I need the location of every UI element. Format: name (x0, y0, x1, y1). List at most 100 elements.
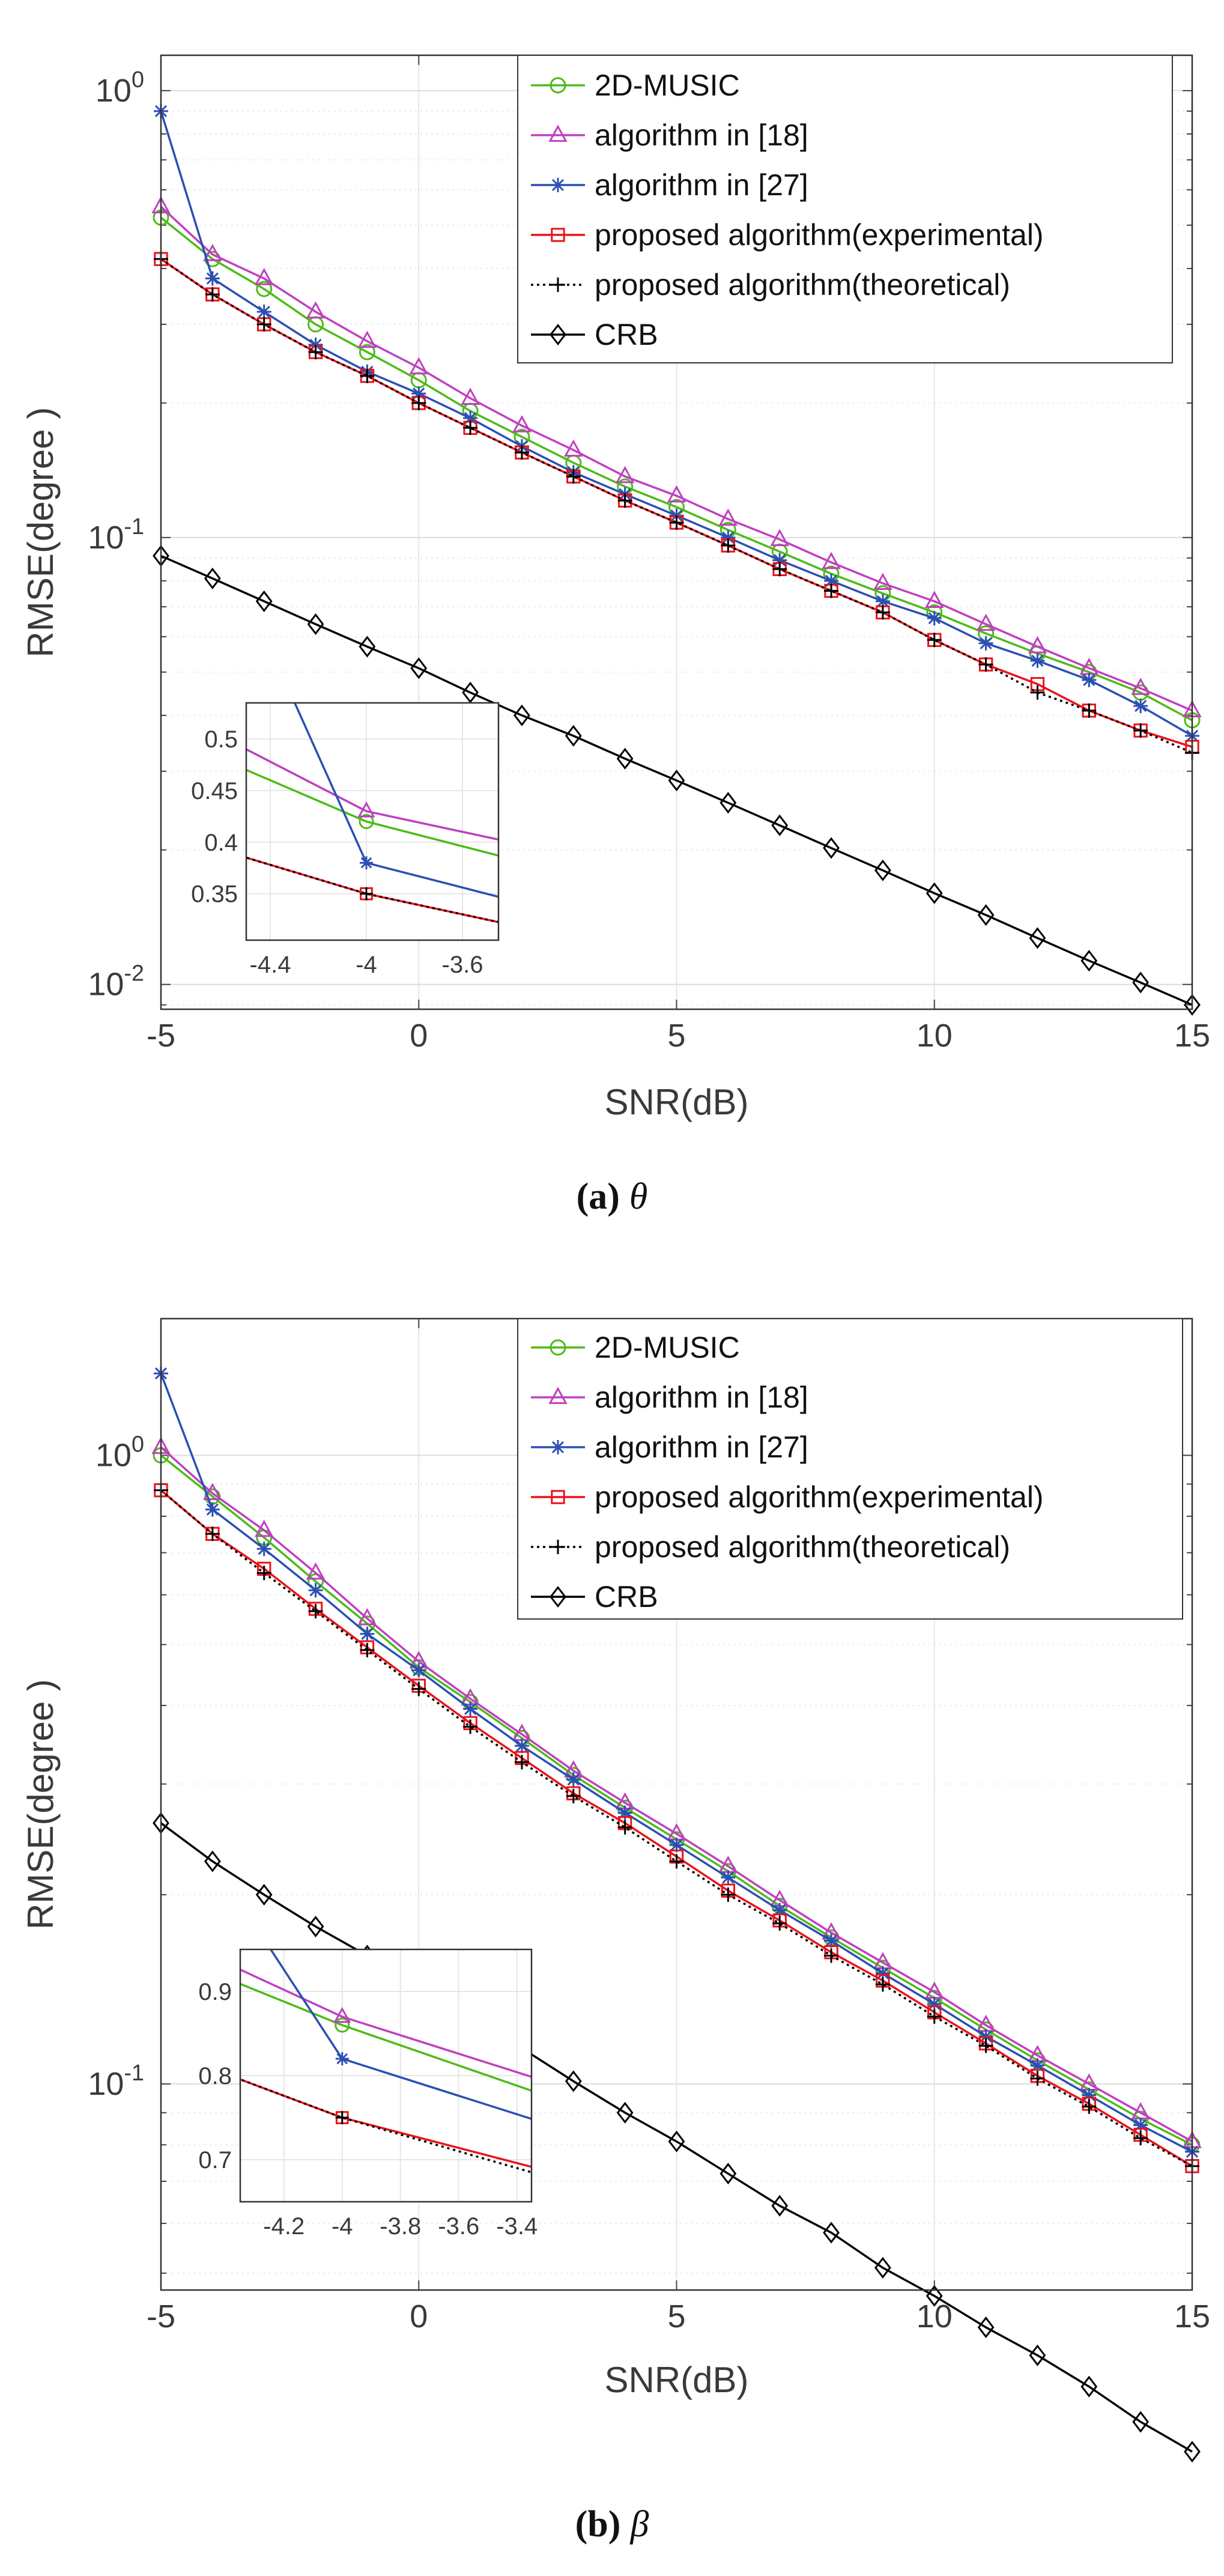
legend-label: proposed algorithm(experimental) (595, 218, 1044, 252)
data-point (772, 1916, 787, 1931)
data-point (1028, 636, 1047, 654)
data-point (256, 1566, 271, 1581)
series-line (160, 1489, 1193, 2167)
data-point (669, 515, 684, 530)
captions: (a) θ (b) β (575, 1176, 649, 2545)
data-point (357, 1608, 377, 1626)
legend-marker (551, 178, 565, 192)
data-point (256, 1542, 271, 1557)
legend-marker (550, 1585, 566, 1608)
inset-series-algorithm-in-18 (246, 748, 498, 841)
caption-a-symbol: θ (629, 1176, 647, 1217)
data-point (978, 636, 993, 651)
legend-item-2d-music: 2D-MUSIC (531, 1331, 740, 1364)
data-point (308, 345, 323, 360)
data-point (1082, 2088, 1097, 2103)
caption-b: (b) β (575, 2504, 649, 2545)
data-point (566, 1788, 581, 1803)
inset-series-proposed-algorithm-theoretical (240, 2078, 532, 2174)
x-tick-label: 0 (410, 1018, 428, 1054)
x-tick-label: 15 (1174, 2298, 1210, 2334)
x-tick-label: -5 (147, 1018, 175, 1054)
inset-x-tick-label: -3.4 (496, 2213, 538, 2240)
data-point (410, 657, 428, 679)
x-tick-label: 15 (1174, 1018, 1210, 1054)
inset-data-point (335, 2017, 350, 2033)
legend-item-algorithm-in-18: algorithm in [18] (531, 1381, 808, 1414)
data-point (615, 466, 635, 484)
x-tick-label: 5 (667, 1018, 685, 1054)
legend: 2D-MUSIC algorithm in [18] algorithm in [2… (517, 1318, 1183, 1620)
data-point (254, 1519, 274, 1537)
data-point (463, 1701, 478, 1716)
data-point (824, 583, 839, 598)
legend-box (517, 55, 1173, 363)
legend-marker (550, 1339, 566, 1356)
series-line (160, 216, 1193, 721)
legend-marker (550, 323, 566, 346)
data-point (204, 1850, 221, 1873)
legend-marker (551, 1440, 565, 1454)
data-point (925, 591, 944, 609)
inset-y-tick-label: 0.7 (198, 2147, 232, 2174)
x-axis-label: SNR(dB) (604, 1082, 748, 1122)
data-point (616, 2101, 634, 2124)
legend-marker (551, 278, 565, 292)
data-point (359, 344, 375, 360)
inset-x-tick-label: -4 (356, 952, 377, 978)
data-point (203, 244, 222, 261)
legend-box (517, 1318, 1183, 1620)
y-tick-label: 10-1 (88, 514, 144, 556)
data-point (617, 1820, 632, 1835)
data-point (1030, 2071, 1045, 2086)
inset-zoom: -4.2 -4 -3.8 -3.6 -3.4 0.7 0.8 0.9 (198, 1948, 538, 2240)
data-point (360, 1626, 375, 1641)
data-point (927, 1996, 942, 2011)
data-point (514, 704, 530, 726)
data-point (565, 2070, 582, 2092)
data-point (824, 573, 839, 588)
data-point (822, 551, 841, 570)
data-point (772, 562, 787, 577)
data-point (514, 1739, 529, 1754)
inset-series (240, 1949, 532, 2174)
data-point (669, 1854, 684, 1869)
data-point (927, 633, 942, 648)
legend-item-algorithm-in-27: algorithm in [27] (531, 168, 808, 202)
data-point (926, 2285, 943, 2307)
legend-label: 2D-MUSIC (595, 68, 740, 102)
inset-x-tick-label: -4.2 (263, 2213, 304, 2240)
series-line (160, 1822, 1193, 2453)
data-point (1030, 2058, 1045, 2073)
caption-a-label: (a) (577, 1176, 620, 1217)
data-point (1029, 2344, 1046, 2366)
data-point (721, 530, 736, 545)
data-point (667, 485, 686, 503)
x-tick-label: 10 (916, 1018, 953, 1054)
series-group (151, 103, 1202, 1016)
data-point (308, 337, 323, 352)
data-point (771, 2195, 789, 2217)
legend-item-proposed-algorithm-experimental: proposed algorithm(experimental) (531, 1480, 1044, 1514)
data-point (668, 2130, 685, 2152)
inset-frame (245, 702, 500, 941)
legend-marker (551, 1490, 565, 1504)
data-point (823, 2222, 840, 2244)
series-proposed-algorithm-theoretical (154, 1483, 1199, 2174)
data-point (771, 814, 789, 836)
x-tick-label: 0 (410, 2298, 428, 2334)
data-point (307, 1915, 324, 1937)
data-point (255, 590, 273, 612)
data-point (463, 1719, 478, 1734)
data-point (205, 271, 220, 286)
data-point (205, 1526, 220, 1542)
data-point (978, 657, 993, 672)
legend-marker (548, 124, 568, 142)
data-point (462, 681, 479, 703)
x-axis-label: SNR(dB) (604, 2360, 748, 2400)
data-point (463, 411, 478, 426)
series-line (160, 258, 1193, 754)
inset-x-tick-label: -3.6 (442, 952, 483, 978)
data-point (669, 1838, 684, 1853)
data-point (306, 301, 326, 319)
